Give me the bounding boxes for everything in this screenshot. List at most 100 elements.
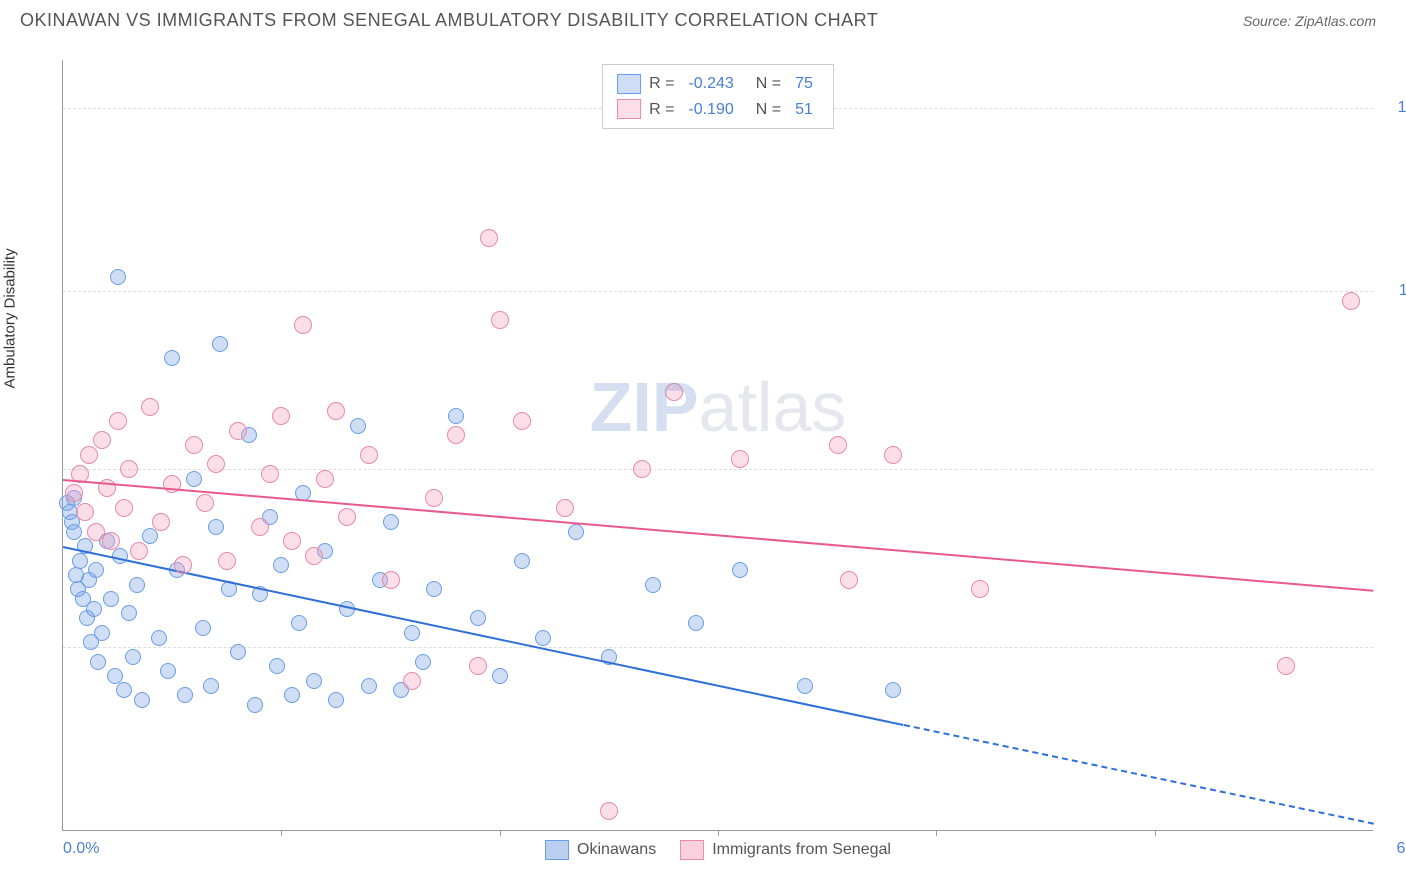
legend-n-label: N = <box>756 71 781 97</box>
stats-legend: R =-0.243N =75R =-0.190N =51 <box>602 64 834 129</box>
data-point <box>185 436 203 454</box>
data-point <box>93 431 111 449</box>
data-point <box>645 577 661 593</box>
legend-swatch <box>545 840 569 860</box>
data-point <box>732 562 748 578</box>
data-point <box>403 672 421 690</box>
data-point <box>160 663 176 679</box>
y-tick-label: 3.8% <box>1383 638 1406 656</box>
x-axis-max-label: 6.0% <box>1397 840 1406 858</box>
legend-r-value: -0.190 <box>688 97 733 123</box>
data-point <box>1342 292 1360 310</box>
data-point <box>470 610 486 626</box>
data-point <box>186 471 202 487</box>
data-point <box>291 615 307 631</box>
legend-swatch <box>617 99 641 119</box>
legend-label: Immigrants from Senegal <box>712 841 891 859</box>
legend-n-label: N = <box>756 97 781 123</box>
y-tick-label: 11.2% <box>1383 282 1406 300</box>
legend-r-value: -0.243 <box>688 71 733 97</box>
data-point <box>261 465 279 483</box>
data-point <box>196 494 214 512</box>
data-point <box>447 426 465 444</box>
data-point <box>382 571 400 589</box>
chart-container: Ambulatory Disability ZIPatlas R =-0.243… <box>20 40 1386 860</box>
gridline <box>63 291 1373 292</box>
data-point <box>272 407 290 425</box>
gridline <box>63 469 1373 470</box>
data-point <box>513 412 531 430</box>
data-point <box>480 229 498 247</box>
data-point <box>338 508 356 526</box>
x-tick <box>1155 830 1156 836</box>
legend-row: R =-0.190N =51 <box>617 97 819 123</box>
data-point <box>269 658 285 674</box>
data-point <box>383 514 399 530</box>
data-point <box>840 571 858 589</box>
data-point <box>110 269 126 285</box>
legend-swatch <box>617 74 641 94</box>
source-label: Source: ZipAtlas.com <box>1243 13 1376 29</box>
legend-item: Okinawans <box>545 840 656 860</box>
data-point <box>72 553 88 569</box>
data-point <box>120 460 138 478</box>
x-axis-min-label: 0.0% <box>63 840 99 858</box>
data-point <box>151 630 167 646</box>
data-point <box>80 446 98 464</box>
data-point <box>361 678 377 694</box>
data-point <box>116 682 132 698</box>
data-point <box>731 450 749 468</box>
data-point <box>212 336 228 352</box>
data-point <box>203 678 219 694</box>
data-point <box>65 484 83 502</box>
data-point <box>688 615 704 631</box>
data-point <box>247 697 263 713</box>
data-point <box>971 580 989 598</box>
data-point <box>86 601 102 617</box>
data-point <box>273 557 289 573</box>
data-point <box>294 316 312 334</box>
data-point <box>125 649 141 665</box>
data-point <box>665 383 683 401</box>
data-point <box>207 455 225 473</box>
data-point <box>88 562 104 578</box>
data-point <box>885 682 901 698</box>
data-point <box>797 678 813 694</box>
data-point <box>448 408 464 424</box>
data-point <box>328 692 344 708</box>
data-point <box>425 489 443 507</box>
data-point <box>142 528 158 544</box>
data-point <box>94 625 110 641</box>
data-point <box>360 446 378 464</box>
data-point <box>115 499 133 517</box>
data-point <box>600 802 618 820</box>
data-point <box>230 644 246 660</box>
data-point <box>164 350 180 366</box>
data-point <box>66 524 82 540</box>
data-point <box>535 630 551 646</box>
data-point <box>491 311 509 329</box>
data-point <box>568 524 584 540</box>
data-point <box>415 654 431 670</box>
chart-title: OKINAWAN VS IMMIGRANTS FROM SENEGAL AMBU… <box>20 10 878 31</box>
y-axis-label: Ambulatory Disability <box>2 248 19 388</box>
data-point <box>229 422 247 440</box>
data-point <box>305 547 323 565</box>
data-point <box>306 673 322 689</box>
data-point <box>130 542 148 560</box>
y-tick-label: 15.0% <box>1383 99 1406 117</box>
gridline <box>63 647 1373 648</box>
data-point <box>316 470 334 488</box>
x-tick <box>281 830 282 836</box>
data-point <box>1277 657 1295 675</box>
data-point <box>195 620 211 636</box>
data-point <box>492 668 508 684</box>
legend-r-label: R = <box>649 71 674 97</box>
plot-area: ZIPatlas R =-0.243N =75R =-0.190N =51 0.… <box>62 60 1373 831</box>
x-tick <box>500 830 501 836</box>
data-point <box>208 519 224 535</box>
data-point <box>152 513 170 531</box>
data-point <box>633 460 651 478</box>
data-point <box>141 398 159 416</box>
data-point <box>426 581 442 597</box>
